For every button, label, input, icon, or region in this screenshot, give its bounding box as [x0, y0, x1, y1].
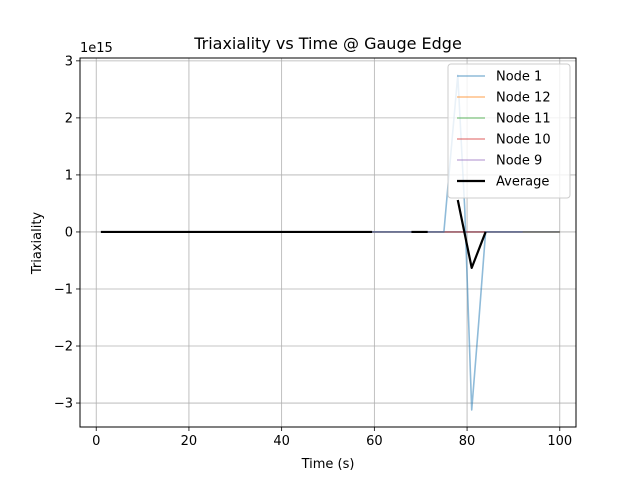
y-tick-label: 1 [65, 168, 73, 183]
x-tick-label: 0 [92, 434, 100, 449]
chart-title: Triaxiality vs Time @ Gauge Edge [193, 34, 462, 53]
y-tick-label: 3 [65, 54, 73, 69]
legend-label: Node 1 [496, 70, 542, 85]
x-axis-label: Time (s) [301, 457, 355, 472]
legend-label: Node 12 [496, 91, 551, 106]
legend-label: Node 10 [496, 133, 551, 148]
plot-frame [79, 57, 577, 428]
legend-label: Average [496, 175, 549, 190]
x-tick-label: 60 [366, 434, 383, 449]
series-line-average [456, 199, 487, 269]
y-axis-label: Triaxiality [30, 212, 45, 276]
legend: Node 1 Node 12 Node 11 Node 10 Node 9 Average [447, 63, 571, 199]
series-layer [100, 74, 560, 411]
tick-layer: 0 20 40 60 80 100 −3 −2 −1 0 1 2 3 [54, 54, 572, 449]
y-offset-label: 1e15 [80, 41, 113, 56]
y-tick-label: 0 [65, 225, 73, 240]
y-tick-label: −2 [54, 340, 73, 355]
y-tick-label: 2 [65, 111, 73, 126]
x-tick-label: 20 [181, 434, 198, 449]
x-tick-label: 80 [459, 434, 476, 449]
y-tick-label: −1 [54, 282, 73, 297]
x-tick-label: 100 [547, 434, 572, 449]
legend-label: Node 11 [496, 112, 551, 127]
series-line-node-1 [372, 74, 560, 411]
y-tick-label: −3 [54, 397, 73, 412]
x-tick-label: 40 [273, 434, 290, 449]
legend-label: Node 9 [496, 154, 542, 169]
